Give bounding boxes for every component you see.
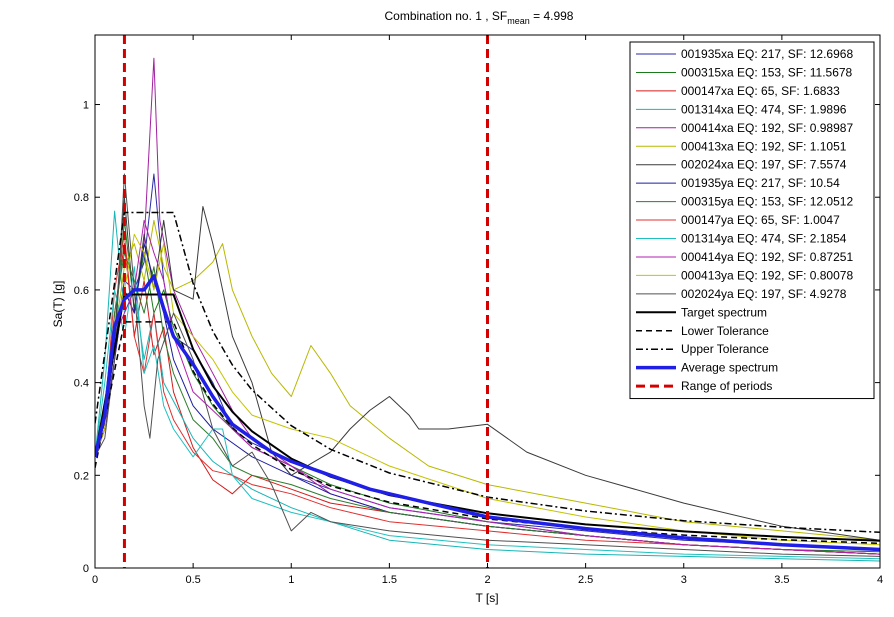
legend-entry: 000413ya EQ: 192, SF: 0.80078 — [681, 268, 853, 282]
reference-line-3 — [95, 274, 880, 552]
record-line-12 — [95, 233, 880, 546]
legend-entry: 000147ya EQ: 65, SF: 1.0047 — [681, 213, 840, 227]
x-tick-label: 0.5 — [185, 574, 200, 586]
x-tick-label: 1.5 — [382, 574, 397, 586]
legend-entry: 000414ya EQ: 192, SF: 0.87251 — [681, 250, 853, 264]
y-axis-label: Sa(T) [g] — [51, 281, 65, 328]
legend-entry: Average spectrum — [681, 361, 778, 375]
x-tick-label: 3.5 — [774, 574, 789, 586]
y-tick-label: 1 — [83, 100, 89, 112]
chart-title-subscript: mean — [507, 16, 530, 26]
y-tick-label: 0 — [83, 563, 89, 575]
legend-entry: 000414xa EQ: 192, SF: 0.98987 — [681, 121, 853, 135]
x-tick-label: 0 — [92, 574, 98, 586]
legend-entry: 002024xa EQ: 197, SF: 7.5574 — [681, 158, 847, 172]
x-tick-label: 4 — [877, 574, 883, 586]
legend-entry: Range of periods — [681, 379, 772, 393]
x-tick-label: 2.5 — [578, 574, 593, 586]
legend-entry: 000315ya EQ: 153, SF: 12.0512 — [681, 195, 853, 209]
x-axis-label: T [s] — [475, 591, 498, 605]
x-tick-label: 2 — [484, 574, 490, 586]
legend-entry: 001314xa EQ: 474, SF: 1.9896 — [681, 102, 847, 116]
record-line-11 — [95, 219, 880, 555]
reference-line-2 — [95, 211, 880, 534]
plot-area — [95, 35, 880, 568]
x-tick-label: 3 — [681, 574, 687, 586]
legend-entry: 001935ya EQ: 217, SF: 10.54 — [681, 176, 840, 190]
axes: 0 0.5 1 1.5 2 2.5 3 3.5 4 0 0.2 0.4 0.6 0.8 1 — [74, 34, 883, 586]
legend-entry: 002024ya EQ: 197, SF: 4.9278 — [681, 287, 847, 301]
record-line-8 — [95, 252, 880, 555]
x-tick-label: 1 — [288, 574, 294, 586]
y-tick-label: 0.2 — [74, 470, 89, 482]
legend: 001935xa EQ: 217, SF: 12.6968 000315xa EQ… — [629, 41, 875, 400]
y-tick-label: 0.4 — [74, 378, 89, 390]
legend-entry: Upper Tolerance — [681, 342, 769, 356]
record-line-5 — [95, 219, 880, 541]
reference-line-1 — [95, 321, 880, 545]
y-tick-label: 0.8 — [74, 192, 89, 204]
record-line-13 — [95, 173, 880, 557]
chart-title: Combination no. 1 , SFmean = 4.998 — [385, 9, 574, 26]
legend-entry: 000147xa EQ: 65, SF: 1.6833 — [681, 84, 840, 98]
legend-entry: 001935xa EQ: 217, SF: 12.6968 — [681, 47, 853, 61]
series-group — [95, 35, 880, 568]
record-line-9 — [95, 233, 880, 555]
chart-title-rest: = 4.998 — [530, 9, 574, 23]
y-tick-label: 0.6 — [74, 285, 89, 297]
legend-entry: 000413xa EQ: 192, SF: 1.1051 — [681, 139, 847, 153]
legend-entry: 000315xa EQ: 153, SF: 11.5678 — [681, 65, 853, 79]
reference-line-0 — [95, 293, 880, 542]
legend-entry: Target spectrum — [681, 305, 767, 319]
legend-entry: Lower Tolerance — [681, 324, 769, 338]
chart-title-main: Combination no. 1 , SF — [385, 9, 508, 23]
legend-entry: 001314ya EQ: 474, SF: 2.1854 — [681, 232, 847, 246]
